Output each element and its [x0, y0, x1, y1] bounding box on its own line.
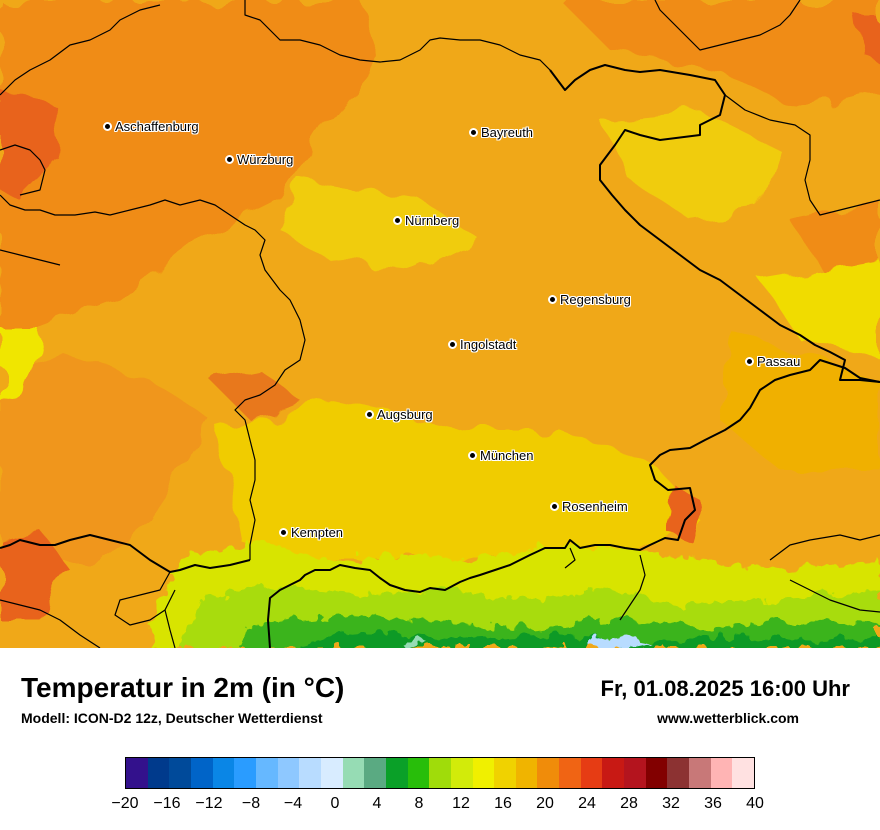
colorbar-tick-label: 12	[452, 795, 470, 812]
colorbar-tick-label: 20	[536, 795, 554, 812]
model-source: Modell: ICON-D2 12z, Deutscher Wetterdie…	[21, 710, 323, 726]
colorbar-segment	[429, 758, 451, 788]
colorbar-tick-label: −4	[283, 795, 303, 812]
colorbar-segment	[277, 758, 300, 788]
city-label: Bayreuth	[469, 125, 533, 140]
city-label: Aschaffenburg	[103, 119, 199, 134]
colorbar-ticks: −20 −16 −12 −8 −4 0 4 8 12 16 20 24 28 32 36 40	[111, 791, 763, 821]
city-label: Ingolstadt	[448, 337, 516, 352]
city-marker-icon	[448, 340, 457, 349]
colorbar-segment	[190, 758, 213, 788]
city-label: Kempten	[279, 525, 343, 540]
colorbar-tick-label: 16	[494, 795, 512, 812]
city-label: München	[468, 448, 533, 463]
colorbar-tick-label: −16	[153, 795, 181, 812]
colorbar-segment	[494, 758, 516, 788]
colorbar-segment	[385, 758, 408, 788]
colorbar-tick-label: 36	[704, 795, 722, 812]
temperature-map: Aschaffenburg Würzburg Bayreuth Nürnberg…	[0, 0, 880, 648]
colorbar-segment	[689, 758, 711, 788]
colorbar-segment	[450, 758, 473, 788]
colorbar-segment	[732, 758, 755, 788]
colorbar-segment	[624, 758, 646, 788]
colorbar-segment	[234, 758, 256, 788]
city-marker-icon	[468, 451, 477, 460]
colorbar-tick-label: 32	[662, 795, 680, 812]
city-label: Rosenheim	[550, 499, 628, 514]
city-marker-icon	[550, 502, 559, 511]
colorbar-tick-label: 0	[330, 795, 340, 812]
colorbar-segment	[147, 758, 170, 788]
colorbar-segment	[126, 758, 148, 788]
city-marker-icon	[548, 295, 557, 304]
colorbar-segment	[255, 758, 278, 788]
colorbar-segment	[320, 758, 343, 788]
colorbar-segment	[169, 758, 191, 788]
colorbar-segment	[710, 758, 733, 788]
colorbar-segment	[645, 758, 668, 788]
colorbar-tick-label: 4	[372, 795, 382, 812]
colorbar-tick-label: −12	[195, 795, 223, 812]
colorbar-segment	[407, 758, 430, 788]
forecast-datetime: Fr, 01.08.2025 16:00 Uhr	[600, 676, 851, 701]
temperature-colorbar	[125, 757, 755, 789]
city-marker-icon	[225, 155, 234, 164]
city-marker-icon	[469, 128, 478, 137]
colorbar-segment	[580, 758, 603, 788]
colorbar-tick-label: −8	[241, 795, 261, 812]
colorbar-tick-label: −20	[111, 795, 139, 812]
website-link[interactable]: www.wetterblick.com	[657, 710, 799, 726]
colorbar-tick-label: 40	[746, 795, 764, 812]
city-marker-icon	[365, 410, 374, 419]
temperature-field	[0, 0, 880, 648]
city-label: Regensburg	[548, 292, 631, 307]
colorbar-segment	[537, 758, 560, 788]
city-label: Passau	[745, 354, 800, 369]
colorbar-tick-label: 24	[578, 795, 596, 812]
colorbar-tick-label: 28	[620, 795, 638, 812]
city-label: Nürnberg	[393, 213, 459, 228]
colorbar-segment	[515, 758, 538, 788]
city-marker-icon	[279, 528, 288, 537]
city-marker-icon	[103, 122, 112, 131]
city-marker-icon	[745, 357, 754, 366]
colorbar-segment	[602, 758, 625, 788]
colorbar-tick-label: 8	[414, 795, 424, 812]
colorbar-segment	[212, 758, 235, 788]
colorbar-segment	[299, 758, 321, 788]
colorbar-segment	[559, 758, 581, 788]
city-label: Würzburg	[225, 152, 293, 167]
city-label: Augsburg	[365, 407, 433, 422]
colorbar-segment	[342, 758, 365, 788]
colorbar-segment	[364, 758, 386, 788]
city-marker-icon	[393, 216, 402, 225]
map-footer: Temperatur in 2m (in °C) Modell: ICON-D2…	[0, 648, 880, 830]
map-title: Temperatur in 2m (in °C)	[21, 672, 345, 703]
colorbar-segment	[472, 758, 495, 788]
colorbar-segment	[667, 758, 690, 788]
